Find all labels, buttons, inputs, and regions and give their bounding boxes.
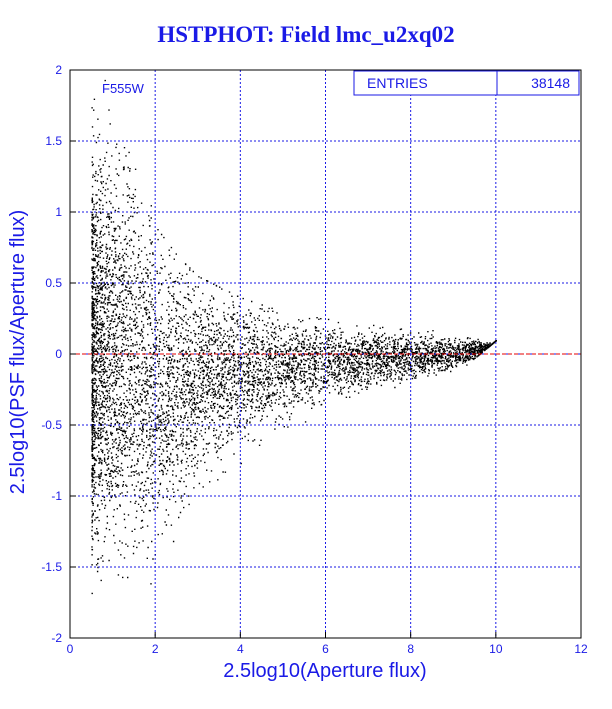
axis-ticks: 0 2 4 6 8 10 12 2 1.5 1 0.5 0 -0.5 -1 -1.5 -2 <box>41 63 588 656</box>
x-tick-label: 6 <box>322 642 329 656</box>
y-tick-label: -1.5 <box>41 560 62 574</box>
y-tick-label: -0.5 <box>41 418 62 432</box>
x-tick-label: 0 <box>67 642 74 656</box>
stats-box-frame <box>353 70 580 96</box>
y-axis-label: 2.5log10(PSF flux/Aperture flux) <box>7 210 29 495</box>
page-title: HSTPHOT: Field lmc_u2xq02 <box>157 22 455 47</box>
y-tick-label: 0 <box>55 347 62 361</box>
entries-value: 38148 <box>531 75 570 91</box>
y-tick-label: 0.5 <box>45 276 62 290</box>
stats-box: ENTRIES 38148 <box>353 70 580 96</box>
y-tick-label: -2 <box>51 631 62 645</box>
x-tick-label: 8 <box>407 642 414 656</box>
y-tick-label: 1.5 <box>45 134 62 148</box>
x-tick-label: 4 <box>237 642 244 656</box>
y-tick-label: 2 <box>55 63 62 77</box>
y-tick-label: -1 <box>51 489 62 503</box>
y-tick-label: 1 <box>55 205 62 219</box>
entries-label: ENTRIES <box>367 75 428 91</box>
scatter-points <box>91 79 498 595</box>
x-tick-label: 12 <box>574 642 588 656</box>
x-tick-label: 10 <box>489 642 503 656</box>
x-axis-label: 2.5log10(Aperture flux) <box>223 660 426 682</box>
filter-annotation: F555W <box>102 81 145 96</box>
data-points <box>91 79 498 595</box>
x-tick-label: 2 <box>152 642 159 656</box>
